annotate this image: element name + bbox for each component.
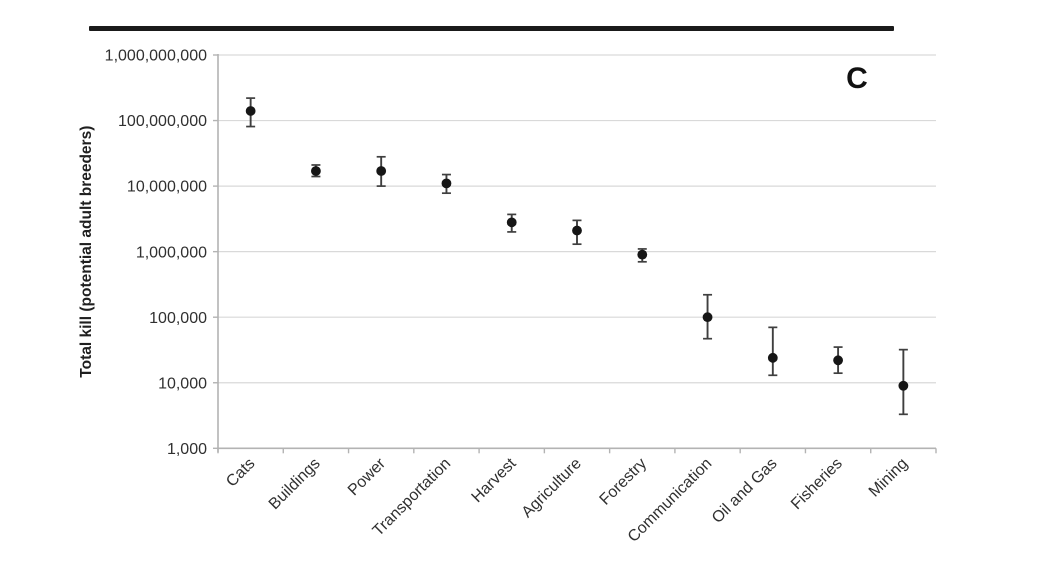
x-category-label: Agriculture [519, 455, 585, 521]
data-point-Agriculture [572, 225, 582, 236]
data-point-Fisheries [833, 355, 843, 366]
error-bar-Oil and Gas [768, 326, 778, 377]
panel-label: C [846, 62, 868, 95]
data-point-Oil and Gas [767, 352, 778, 363]
data-point-Power [376, 166, 387, 176]
x-category-label: Fisheries [788, 455, 846, 513]
y-axis-title: Total kill (potential adult breeders) [78, 126, 95, 378]
data-point-Harvest [506, 217, 517, 228]
data-point-Communication [702, 312, 713, 323]
y-tick-label: 1,000 [167, 441, 207, 458]
data-point-Mining [898, 380, 909, 391]
x-category-label: Oil and Gas [709, 455, 781, 527]
separator-bar [89, 26, 894, 31]
data-point-Forestry [637, 249, 648, 260]
x-category-label: Power [345, 455, 390, 500]
y-tick-label: 10,000 [158, 375, 207, 392]
data-point-Transportation [441, 178, 452, 189]
x-category-label: Buildings [266, 455, 324, 513]
y-tick-label: 100,000 [149, 310, 207, 327]
x-category-label: Forestry [597, 455, 651, 509]
x-category-label: Harvest [469, 455, 520, 506]
y-tick-label: 1,000,000 [136, 244, 207, 261]
y-tick-label: 10,000,000 [127, 179, 207, 196]
y-tick-label: 1,000,000,000 [105, 48, 207, 65]
data-point-Buildings [311, 166, 321, 176]
x-category-label: Cats [223, 455, 258, 490]
y-tick-label: 100,000,000 [118, 113, 207, 130]
data-point-Cats [245, 106, 256, 116]
x-category-label: Mining [866, 455, 911, 500]
